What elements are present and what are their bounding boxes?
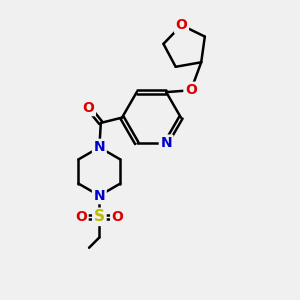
Text: N: N <box>94 189 105 202</box>
Text: O: O <box>112 210 124 224</box>
Text: O: O <box>176 18 188 32</box>
Text: O: O <box>185 83 197 97</box>
Text: O: O <box>82 100 94 115</box>
Text: O: O <box>75 210 87 224</box>
Text: N: N <box>94 140 105 154</box>
Text: N: N <box>160 136 172 150</box>
Text: S: S <box>94 209 105 224</box>
